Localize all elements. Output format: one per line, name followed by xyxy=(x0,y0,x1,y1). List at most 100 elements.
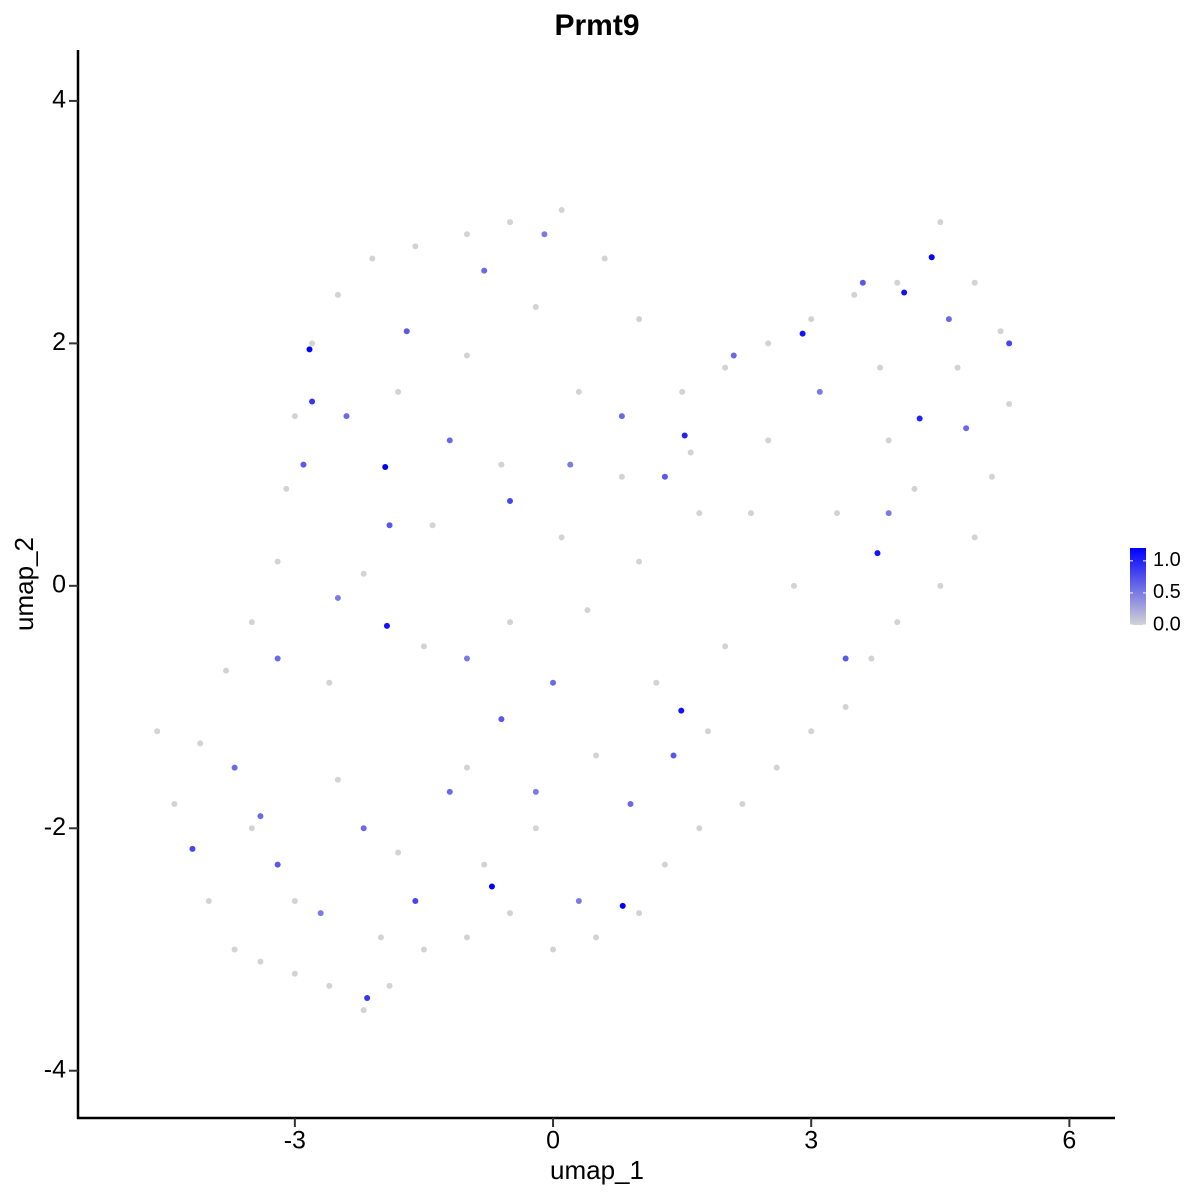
point xyxy=(382,464,389,471)
point xyxy=(291,413,298,420)
colorbar-label: 1.0 xyxy=(1153,549,1181,571)
point xyxy=(274,558,281,565)
points xyxy=(154,207,1013,1014)
point xyxy=(507,497,514,504)
point xyxy=(627,801,634,808)
point xyxy=(364,994,371,1001)
point xyxy=(653,679,660,686)
point xyxy=(834,510,841,517)
point xyxy=(696,825,703,832)
point xyxy=(678,707,685,714)
point xyxy=(532,303,539,310)
x-axis-title: umap_1 xyxy=(550,1155,644,1185)
point xyxy=(722,643,729,650)
point xyxy=(937,582,944,589)
point xyxy=(463,764,470,771)
point xyxy=(507,910,514,917)
point xyxy=(248,619,255,626)
point xyxy=(395,388,402,395)
point xyxy=(488,883,495,890)
point xyxy=(197,740,204,747)
point xyxy=(283,485,290,492)
point xyxy=(274,861,281,868)
point xyxy=(412,243,419,250)
point xyxy=(463,934,470,941)
point xyxy=(851,291,858,298)
point xyxy=(618,413,625,420)
point xyxy=(558,534,565,541)
point xyxy=(463,231,470,238)
y-tick-label: 2 xyxy=(52,328,66,356)
point xyxy=(739,801,746,808)
y-tick-label: -4 xyxy=(44,1055,66,1083)
point xyxy=(868,655,875,662)
point xyxy=(661,861,668,868)
colorbar-label: 0.0 xyxy=(1153,613,1181,635)
point xyxy=(765,340,772,347)
point xyxy=(816,388,823,395)
point xyxy=(334,594,341,601)
point xyxy=(601,255,608,262)
point xyxy=(681,432,688,439)
colorbar xyxy=(1130,548,1146,625)
point xyxy=(507,619,514,626)
point xyxy=(558,207,565,214)
point xyxy=(446,788,453,795)
point xyxy=(507,219,514,226)
point xyxy=(575,898,582,905)
point xyxy=(326,679,333,686)
point xyxy=(360,1007,367,1014)
point xyxy=(916,415,923,422)
y-tick-label: -2 xyxy=(44,813,66,841)
point xyxy=(971,279,978,286)
point xyxy=(481,267,488,274)
point xyxy=(722,364,729,371)
point xyxy=(463,655,470,662)
point xyxy=(189,845,196,852)
point xyxy=(386,982,393,989)
point xyxy=(988,473,995,480)
point xyxy=(971,534,978,541)
point xyxy=(636,558,643,565)
point xyxy=(954,364,961,371)
point xyxy=(791,582,798,589)
point xyxy=(730,352,737,359)
point xyxy=(661,473,668,480)
point xyxy=(403,328,410,335)
point xyxy=(386,522,393,529)
y-tick-label: 0 xyxy=(52,570,66,598)
point xyxy=(541,231,548,238)
point xyxy=(619,902,626,909)
point xyxy=(593,934,600,941)
point xyxy=(306,346,313,353)
point xyxy=(383,622,390,629)
point xyxy=(704,728,711,735)
colorbar-label: 0.5 xyxy=(1153,581,1181,603)
point xyxy=(765,437,772,444)
point xyxy=(360,570,367,577)
point xyxy=(360,825,367,832)
point xyxy=(894,619,901,626)
x-tick-label: 3 xyxy=(804,1127,818,1155)
point xyxy=(420,946,427,953)
point xyxy=(171,801,178,808)
point xyxy=(894,279,901,286)
point xyxy=(291,970,298,977)
point xyxy=(550,946,557,953)
point xyxy=(874,550,881,557)
point xyxy=(343,413,350,420)
point xyxy=(618,473,625,480)
x-tick-label: -3 xyxy=(284,1127,306,1155)
point xyxy=(1006,400,1013,407)
chart-title: Prmt9 xyxy=(554,9,639,42)
point xyxy=(584,607,591,614)
point xyxy=(420,643,427,650)
point xyxy=(291,898,298,905)
point xyxy=(369,255,376,262)
point xyxy=(842,704,849,711)
point xyxy=(997,328,1004,335)
point xyxy=(326,982,333,989)
y-tick-label: 4 xyxy=(52,86,66,114)
point xyxy=(747,510,754,517)
